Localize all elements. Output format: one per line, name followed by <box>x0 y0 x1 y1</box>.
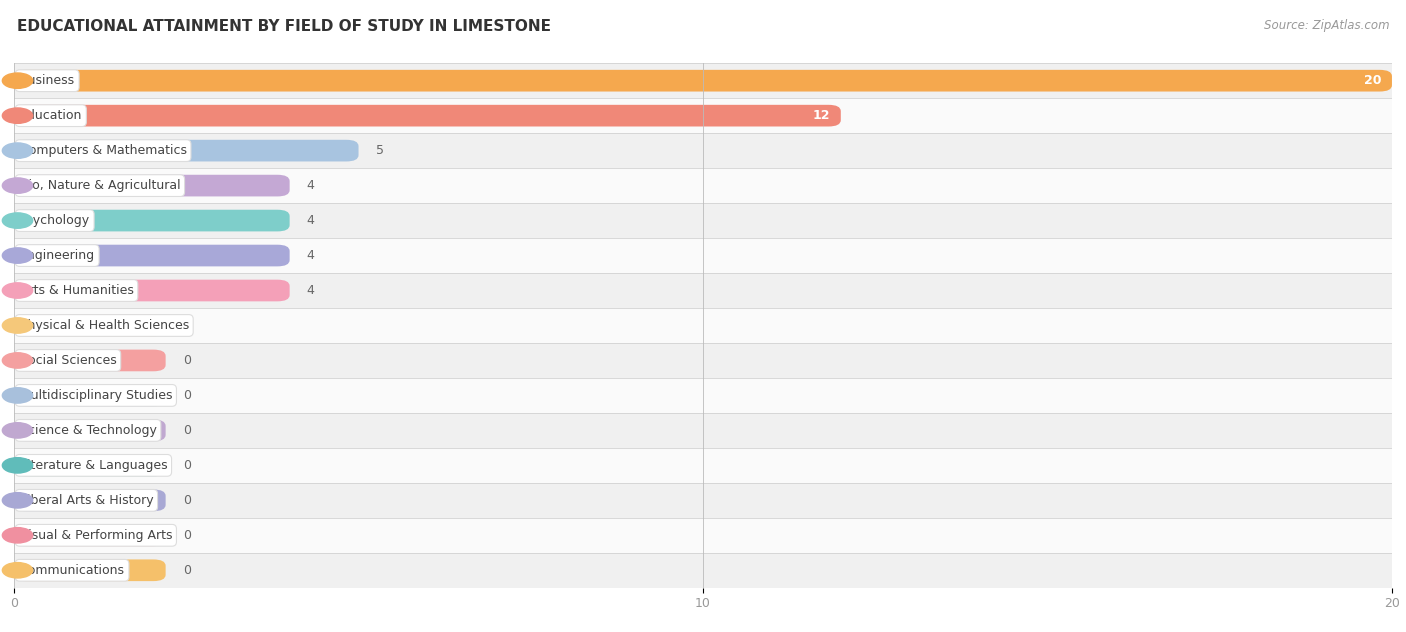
Text: 4: 4 <box>307 249 315 262</box>
Circle shape <box>3 108 32 123</box>
FancyBboxPatch shape <box>14 210 290 231</box>
Text: 4: 4 <box>307 214 315 227</box>
Text: 0: 0 <box>183 529 191 542</box>
Circle shape <box>3 562 32 578</box>
FancyBboxPatch shape <box>14 175 290 197</box>
Circle shape <box>3 492 32 508</box>
FancyBboxPatch shape <box>14 385 166 406</box>
Circle shape <box>3 73 32 88</box>
Circle shape <box>3 528 32 543</box>
FancyBboxPatch shape <box>14 420 166 441</box>
Text: 20: 20 <box>1364 74 1382 87</box>
FancyBboxPatch shape <box>14 518 1392 553</box>
FancyBboxPatch shape <box>14 133 1392 168</box>
Text: 0: 0 <box>183 494 191 507</box>
FancyBboxPatch shape <box>14 98 1392 133</box>
Circle shape <box>3 213 32 228</box>
FancyBboxPatch shape <box>14 203 1392 238</box>
FancyBboxPatch shape <box>14 140 359 161</box>
FancyBboxPatch shape <box>14 343 1392 378</box>
Circle shape <box>3 458 32 473</box>
Text: 0: 0 <box>183 424 191 437</box>
Text: EDUCATIONAL ATTAINMENT BY FIELD OF STUDY IN LIMESTONE: EDUCATIONAL ATTAINMENT BY FIELD OF STUDY… <box>17 19 551 34</box>
FancyBboxPatch shape <box>14 168 1392 203</box>
Text: Engineering: Engineering <box>20 249 94 262</box>
Text: 4: 4 <box>307 179 315 192</box>
Text: Literature & Languages: Literature & Languages <box>20 459 167 472</box>
Text: Science & Technology: Science & Technology <box>20 424 156 437</box>
Text: 0: 0 <box>183 564 191 577</box>
FancyBboxPatch shape <box>14 280 290 301</box>
Text: Communications: Communications <box>20 564 125 577</box>
Circle shape <box>3 423 32 438</box>
FancyBboxPatch shape <box>14 315 166 336</box>
FancyBboxPatch shape <box>14 454 166 476</box>
FancyBboxPatch shape <box>14 559 166 581</box>
Text: Social Sciences: Social Sciences <box>20 354 117 367</box>
Circle shape <box>3 178 32 193</box>
Circle shape <box>3 318 32 333</box>
FancyBboxPatch shape <box>14 105 841 126</box>
FancyBboxPatch shape <box>14 483 1392 518</box>
FancyBboxPatch shape <box>14 63 1392 98</box>
Text: 4: 4 <box>307 284 315 297</box>
Circle shape <box>3 248 32 264</box>
FancyBboxPatch shape <box>14 70 1392 92</box>
FancyBboxPatch shape <box>14 413 1392 448</box>
FancyBboxPatch shape <box>14 349 166 371</box>
Text: Liberal Arts & History: Liberal Arts & History <box>20 494 153 507</box>
Text: Source: ZipAtlas.com: Source: ZipAtlas.com <box>1264 19 1389 32</box>
FancyBboxPatch shape <box>14 238 1392 273</box>
FancyBboxPatch shape <box>14 273 1392 308</box>
Circle shape <box>3 283 32 298</box>
Circle shape <box>3 143 32 159</box>
FancyBboxPatch shape <box>14 525 166 546</box>
FancyBboxPatch shape <box>14 378 1392 413</box>
Circle shape <box>3 353 32 368</box>
FancyBboxPatch shape <box>14 245 290 266</box>
Text: Computers & Mathematics: Computers & Mathematics <box>20 144 187 157</box>
Text: Education: Education <box>20 109 82 122</box>
FancyBboxPatch shape <box>14 553 1392 588</box>
Text: 0: 0 <box>183 319 191 332</box>
Text: Visual & Performing Arts: Visual & Performing Arts <box>20 529 172 542</box>
Text: Arts & Humanities: Arts & Humanities <box>20 284 134 297</box>
Text: Business: Business <box>20 74 75 87</box>
Text: Physical & Health Sciences: Physical & Health Sciences <box>20 319 188 332</box>
FancyBboxPatch shape <box>14 490 166 511</box>
Text: 0: 0 <box>183 354 191 367</box>
Text: 5: 5 <box>375 144 384 157</box>
Circle shape <box>3 387 32 403</box>
Text: 0: 0 <box>183 389 191 402</box>
Text: Psychology: Psychology <box>20 214 90 227</box>
Text: 0: 0 <box>183 459 191 472</box>
Text: 12: 12 <box>813 109 831 122</box>
FancyBboxPatch shape <box>14 308 1392 343</box>
Text: Bio, Nature & Agricultural: Bio, Nature & Agricultural <box>20 179 180 192</box>
FancyBboxPatch shape <box>14 448 1392 483</box>
Text: Multidisciplinary Studies: Multidisciplinary Studies <box>20 389 172 402</box>
